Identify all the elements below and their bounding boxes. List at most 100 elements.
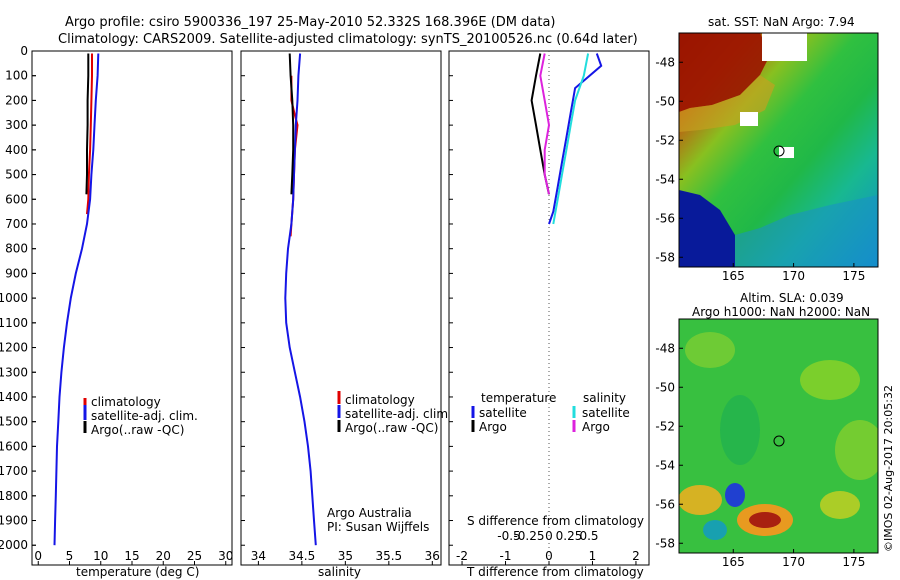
temperature-legend: climatology satellite-adj. clim. Argo(..… <box>83 395 198 437</box>
sst-cloud-mid <box>740 112 758 126</box>
series-salinity-satellite <box>552 53 590 225</box>
temperature-panel: 0100200300400500600700800900100011001200… <box>0 44 233 579</box>
x-tick-label: 34.5 <box>289 549 316 563</box>
x-tick-label: 15 <box>124 549 139 563</box>
y-tick-label: 900 <box>5 266 28 280</box>
y-tick-label: 1800 <box>0 489 28 503</box>
sst-argo-position-marker <box>773 145 785 157</box>
sst-map-title: sat. SST: NaN Argo: 7.94 <box>708 15 855 29</box>
legend-sal-satellite: satellite <box>582 406 630 420</box>
y-tick-label: 200 <box>5 93 28 107</box>
sla-map-title-line1: Altim. SLA: 0.039 <box>740 291 844 305</box>
map-y-tick-label: -56 <box>655 211 675 225</box>
map-y-tick-label: -58 <box>655 536 675 550</box>
sla-warm-eddy <box>679 485 722 515</box>
sst-cold-edge <box>735 195 878 267</box>
map-x-tick-label: 175 <box>842 269 865 283</box>
x-tick-label: 10 <box>93 549 108 563</box>
title-line-1: Argo profile: csiro 5900336_197 25-May-2… <box>65 15 556 30</box>
sst-cold-region <box>679 190 735 267</box>
series-temperature-satellite <box>548 53 603 225</box>
legend-climatology: climatology <box>91 395 161 409</box>
imos-watermark: ©IMOS 02-Aug-2017 20:05:32 <box>882 385 895 552</box>
y-tick-label: 100 <box>5 69 28 83</box>
difference-xlabel: T difference from climatology <box>466 565 644 579</box>
legend-salinity-title: salinity <box>583 391 626 405</box>
salinity-legend: climatology satellite-adj. clim. Argo(..… <box>337 391 452 435</box>
y-tick-label: 400 <box>5 143 28 157</box>
legend-argo: Argo(..raw -QC) <box>345 421 438 435</box>
x-tick-label: 1 <box>589 549 597 563</box>
map-y-tick-label: -54 <box>655 458 675 472</box>
y-tick-label: 2000 <box>0 538 28 552</box>
series-climatology <box>86 53 93 215</box>
y-tick-label: 500 <box>5 168 28 182</box>
series-argo <box>288 53 295 195</box>
x-tick-label: 20 <box>156 549 171 563</box>
series-satellite <box>53 53 100 546</box>
sla-patch <box>720 395 760 465</box>
sla-cold-eddy <box>703 520 727 540</box>
y-tick-label: 1900 <box>0 514 28 528</box>
salinity-xlabel: salinity <box>318 565 361 579</box>
series-argo <box>85 53 90 195</box>
y-tick-label: 1000 <box>0 291 28 305</box>
y-tick-label: 1500 <box>0 415 28 429</box>
map-y-tick-label: -56 <box>655 497 675 511</box>
x-tick-label: 34 <box>251 549 266 563</box>
y-tick-label: 1700 <box>0 464 28 478</box>
x-tick-label: 5 <box>66 549 74 563</box>
salinity-panel: 34 34.5 35 35.5 36 salinity climatology sate… <box>240 50 452 579</box>
sla-warm-eddy-core <box>749 512 781 528</box>
x-tick-label: 0 <box>34 549 42 563</box>
series-salinity-argo <box>539 53 551 195</box>
map-x-tick-label: 170 <box>782 269 805 283</box>
y-tick-label: 700 <box>5 217 28 231</box>
sla-patch <box>800 360 860 400</box>
sla-warm-eddy <box>820 491 860 519</box>
title-line-2: Climatology: CARS2009. Satellite-adjuste… <box>58 32 638 47</box>
s-tick-label: 0 <box>545 529 553 543</box>
sst-cloud-point <box>779 147 794 158</box>
sla-map-frame <box>678 318 879 554</box>
y-tick-label: 300 <box>5 118 28 132</box>
sst-cloud-top <box>762 33 807 61</box>
y-tick-label: 800 <box>5 242 28 256</box>
s-difference-label: S difference from climatology <box>467 514 644 528</box>
argo-australia-label: Argo Australia <box>327 506 412 520</box>
sla-map-title-line2: Argo h1000: NaN h2000: NaN <box>692 305 870 319</box>
map-x-tick-label: 165 <box>722 555 745 569</box>
map-y-tick-label: -58 <box>655 250 675 264</box>
map-x-tick-label: 170 <box>782 555 805 569</box>
sla-map-panel: Altim. SLA: 0.039 Argo h1000: NaN h2000:… <box>655 291 879 569</box>
x-tick-label: 35 <box>338 549 353 563</box>
x-tick-label: 35.5 <box>375 549 402 563</box>
x-tick-label: -1 <box>500 549 512 563</box>
x-tick-label: 2 <box>632 549 640 563</box>
s-tick-label: -0.25 <box>513 529 544 543</box>
map-y-tick-label: -52 <box>655 419 675 433</box>
map-y-tick-label: -50 <box>655 94 675 108</box>
sst-map-panel: sat. SST: NaN Argo: 7.94 165 170 175 -48 -50… <box>655 15 879 283</box>
y-tick-label: 1200 <box>0 341 28 355</box>
legend-temp-argo: Argo <box>479 420 507 434</box>
difference-panel: -2 -1 0 1 2 T difference from climatology S … <box>448 50 650 579</box>
y-tick-label: 1400 <box>0 390 28 404</box>
legend-satellite: satellite-adj. clim. <box>91 409 198 423</box>
pi-label: PI: Susan Wijffels <box>327 520 429 534</box>
salinity-axes <box>240 50 442 566</box>
series-satellite <box>284 53 317 546</box>
sla-patch <box>685 332 735 368</box>
legend-sal-argo: Argo <box>582 420 610 434</box>
difference-legend: temperature salinity satellite Argo sate… <box>471 391 630 434</box>
y-tick-label: 1600 <box>0 439 28 453</box>
legend-temperature-title: temperature <box>481 391 556 405</box>
map-x-tick-label: 165 <box>722 269 745 283</box>
y-tick-label: 0 <box>20 44 28 58</box>
y-tick-label: 1100 <box>0 316 28 330</box>
legend-satellite: satellite-adj. clim. <box>345 407 452 421</box>
sla-argo-position-marker <box>773 435 785 447</box>
temperature-xlabel: temperature (deg C) <box>76 565 199 579</box>
x-tick-label: 0 <box>545 549 553 563</box>
